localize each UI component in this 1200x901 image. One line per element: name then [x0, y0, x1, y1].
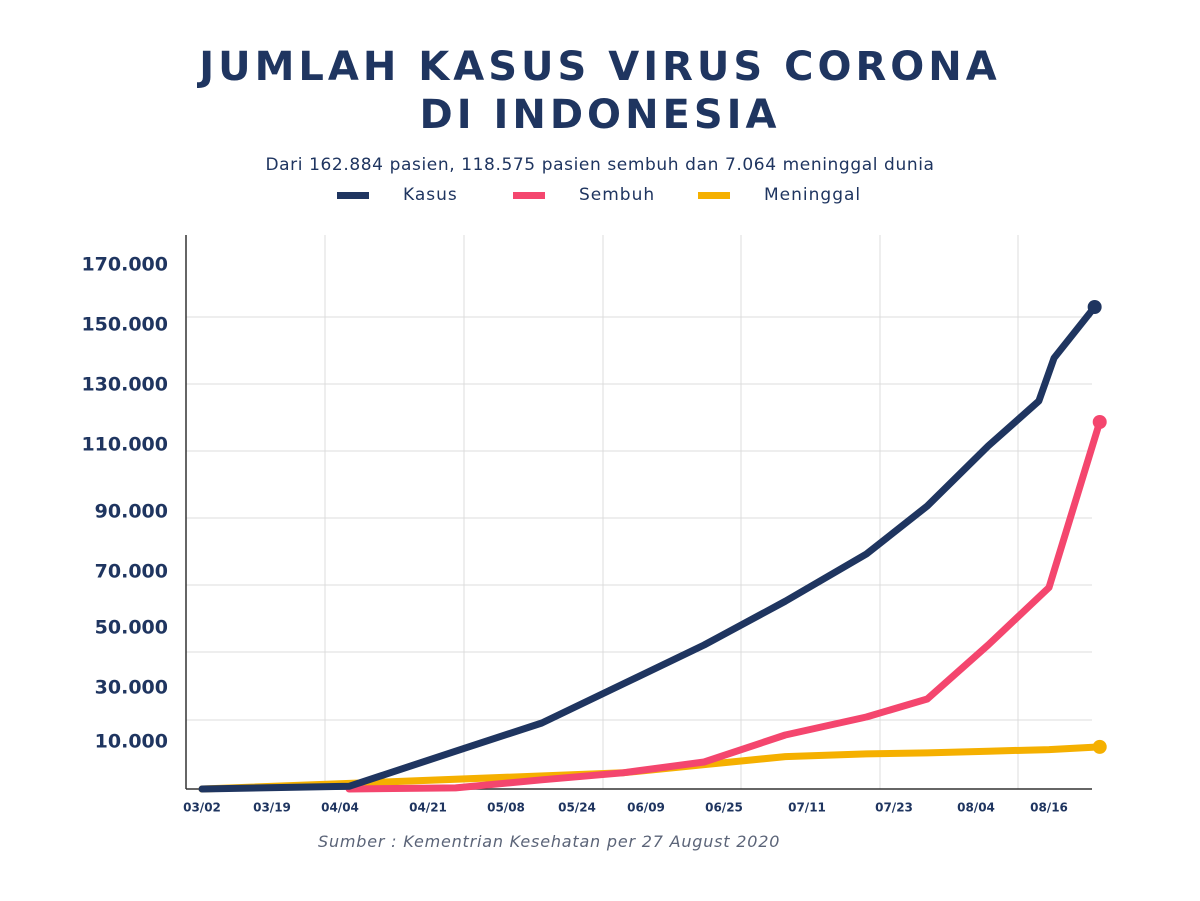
y-tick-label: 130.000: [81, 374, 168, 396]
y-tick-label: 10.000: [95, 731, 168, 753]
legend-swatch-meninggal: [698, 191, 730, 199]
y-tick-label: 30.000: [95, 677, 168, 699]
chart-title-line2: DI INDONESIA: [419, 92, 781, 138]
legend-item-sembuh: Sembuh: [513, 183, 655, 207]
legend-label-kasus: Kasus: [403, 185, 458, 205]
legend-swatch-sembuh: [513, 191, 545, 199]
x-tick-label: 03/19: [253, 801, 291, 815]
x-tick-label: 05/24: [558, 801, 596, 815]
chart-legend: Kasus Sembuh Meninggal: [0, 183, 1200, 207]
series-end-point-kasus: [1087, 300, 1102, 314]
source-note: Sumber : Kementrian Kesehatan per 27 Aug…: [318, 832, 781, 851]
x-tick-label: 04/04: [321, 801, 359, 815]
x-tick-label: 07/11: [788, 801, 826, 815]
x-tick-label: 08/16: [1030, 801, 1068, 815]
legend-label-sembuh: Sembuh: [579, 185, 656, 205]
x-tick-label: 06/25: [705, 801, 743, 815]
y-tick-label: 90.000: [95, 501, 168, 523]
series-end-point-sembuh: [1092, 415, 1107, 429]
chart-title-line1: JUMLAH KASUS VIRUS CORONA: [199, 44, 1001, 90]
y-tick-label: 150.000: [81, 314, 168, 336]
x-tick-label: 05/08: [487, 801, 525, 815]
x-tick-label: 04/21: [409, 801, 447, 815]
y-tick-label: 170.000: [81, 254, 168, 276]
legend-label-meninggal: Meninggal: [764, 185, 862, 205]
legend-item-kasus: Kasus: [337, 183, 458, 207]
y-tick-label: 50.000: [95, 617, 168, 639]
x-tick-label: 07/23: [875, 801, 913, 815]
legend-swatch-kasus: [337, 191, 369, 199]
series-line-sembuh: [345, 418, 1104, 793]
y-tick-label: 70.000: [95, 561, 168, 583]
y-tick-label: 110.000: [81, 434, 168, 456]
series-line-kasus: [198, 303, 1099, 793]
legend-item-meninggal: Meninggal: [698, 183, 861, 207]
series-end-point-meninggal: [1092, 739, 1107, 754]
chart-subtitle: Dari 162.884 pasien, 118.575 pasien semb…: [265, 155, 935, 175]
x-tick-label: 03/02: [183, 801, 221, 815]
x-tick-label: 06/09: [627, 801, 665, 815]
x-tick-label: 08/04: [957, 801, 995, 815]
